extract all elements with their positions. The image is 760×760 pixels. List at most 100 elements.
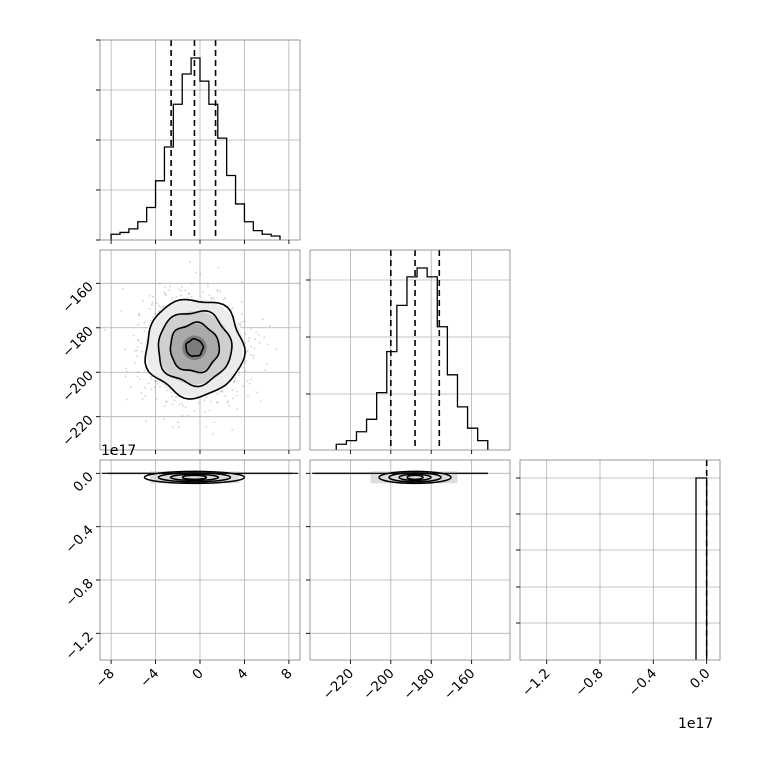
scatter-xy-point-648 <box>164 405 166 408</box>
scatter-xy-point-415 <box>136 345 139 348</box>
scatter-xy-point-1371 <box>189 261 191 263</box>
scatter-xz-contour-2 <box>169 473 220 482</box>
scatter-xy-point-29 <box>160 307 163 310</box>
scatter-xy-point-24 <box>145 327 147 329</box>
scatter-xy-point-523 <box>171 403 174 406</box>
scatter-xy-point-246 <box>242 385 244 387</box>
scatter-xy-point-427 <box>205 426 208 428</box>
scatter-xy-point-114 <box>144 395 146 398</box>
scatter-xy-point-369 <box>207 282 209 285</box>
scatter-xy-point-805 <box>162 306 165 308</box>
scatter-xy-point-324 <box>175 396 177 399</box>
scatter-xy-point-912 <box>179 294 182 297</box>
scatter-xy-point-1010 <box>181 415 184 417</box>
hist-y-step <box>335 267 489 450</box>
scatter-xy-point-1302 <box>180 290 183 292</box>
scatter-xy-point-571 <box>164 293 167 296</box>
scatter-xy-point-1301 <box>182 405 184 407</box>
scatter-xy-point-1294 <box>241 366 244 369</box>
scatter-xy-point-1026 <box>227 400 230 403</box>
scatter-xy-point-1367 <box>171 395 173 398</box>
scatter-xy-point-1267 <box>149 375 152 378</box>
scatter-xy-point-1100 <box>136 339 139 342</box>
scatter-xy-point-564 <box>203 399 206 402</box>
scatter-xy-point-652 <box>241 300 243 303</box>
scatter-xy-point-896 <box>120 310 123 312</box>
scatter-xy-point-623 <box>155 398 158 400</box>
scatter-xy-point-1214 <box>216 393 219 395</box>
scatter-xy-point-763 <box>125 367 127 370</box>
scatter-yz-contour-2 <box>398 473 432 482</box>
scatter-xy-point-1106 <box>231 389 234 392</box>
scatter-xy-point-1168 <box>208 409 211 412</box>
scatter-xy-point-503 <box>154 386 156 389</box>
scatter-xy-point-329 <box>222 298 225 300</box>
scatter-xy-point-1380 <box>178 403 181 406</box>
offset-label-z-x: 1e17 <box>678 716 713 732</box>
scatter-xy-point-308 <box>164 286 166 289</box>
scatter-xy-point-1048 <box>155 302 158 304</box>
scatter-xy-point-1347 <box>216 402 219 404</box>
scatter-xy-point-326 <box>235 395 238 397</box>
scatter-xy-point-235 <box>150 388 153 390</box>
scatter-xy-point-173 <box>143 386 146 389</box>
scatter-yz-contour-3 <box>406 474 424 481</box>
scatter-xy-point-496 <box>188 292 191 295</box>
scatter-xy-point-1277 <box>125 398 128 401</box>
scatter-xy-point-135 <box>138 312 140 315</box>
scatter-xy-point-950 <box>205 397 208 399</box>
scatter-xy-point-928 <box>231 307 234 309</box>
scatter-xy-point-75 <box>244 362 246 365</box>
scatter-xy-point-602 <box>275 348 278 350</box>
scatter-xy-point-722 <box>140 342 143 345</box>
scatter-xy-point-1261 <box>208 294 211 296</box>
scatter-xy-point-408 <box>256 391 259 394</box>
scatter-xy-point-1174 <box>210 296 213 299</box>
scatter-xy-point-14 <box>137 370 140 373</box>
scatter-xy-point-1 <box>266 363 269 365</box>
scatter-xy-point-1119 <box>168 285 171 288</box>
scatter-xy-point-56 <box>239 322 242 325</box>
scatter-xy-point-25 <box>125 370 128 373</box>
scatter-xy-point-1117 <box>247 395 249 397</box>
scatter-xy-point-312 <box>248 337 251 339</box>
scatter-xy-point-1275 <box>233 380 236 383</box>
scatter-xy-point-581 <box>141 398 144 400</box>
scatter-xy-point-116 <box>264 369 267 371</box>
scatter-xy-point-983 <box>152 295 154 298</box>
scatter-xy-point-285 <box>163 291 166 294</box>
scatter-xy-point-560 <box>130 386 132 388</box>
scatter-xy-point-1012 <box>137 339 140 342</box>
hist-x-step <box>110 57 281 240</box>
scatter-xy-point-1351 <box>199 273 202 275</box>
scatter-xy-point-1073 <box>181 402 183 405</box>
scatter-xy-point-100 <box>162 418 165 420</box>
scatter-xy-point-802 <box>219 390 222 393</box>
scatter-xy-point-459 <box>228 404 230 407</box>
scatter-xy-point-433 <box>216 290 219 293</box>
scatter-xy-point-559 <box>250 354 253 356</box>
scatter-xy-contour-3 <box>185 338 205 358</box>
scatter-xy-point-719 <box>269 325 271 327</box>
scatter-xy-point-595 <box>166 389 168 392</box>
scatter-xy-point-695 <box>171 296 174 299</box>
scatter-xy-point-1323 <box>150 378 153 381</box>
scatter-xy-point-1129 <box>213 421 216 424</box>
scatter-xy-point-223 <box>210 298 213 301</box>
scatter-xy-point-782 <box>178 288 181 291</box>
scatter-xy-point-30 <box>204 411 206 414</box>
scatter-xy-point-674 <box>148 307 151 310</box>
scatter-xy-point-481 <box>190 282 193 285</box>
scatter-xy-point-1140 <box>136 349 138 352</box>
scatter-xy-point-794 <box>158 304 160 307</box>
scatter-xy-point-1149 <box>144 369 147 372</box>
scatter-xy-point-210 <box>184 406 187 409</box>
scatter-xy-point-411 <box>250 345 253 348</box>
scatter-xy-point-929 <box>238 372 241 374</box>
scatter-xy-point-1165 <box>216 288 219 291</box>
scatter-xy-point-539 <box>221 390 224 393</box>
scatter-xy-point-752 <box>255 331 257 334</box>
scatter-xy-point-165 <box>237 380 240 383</box>
